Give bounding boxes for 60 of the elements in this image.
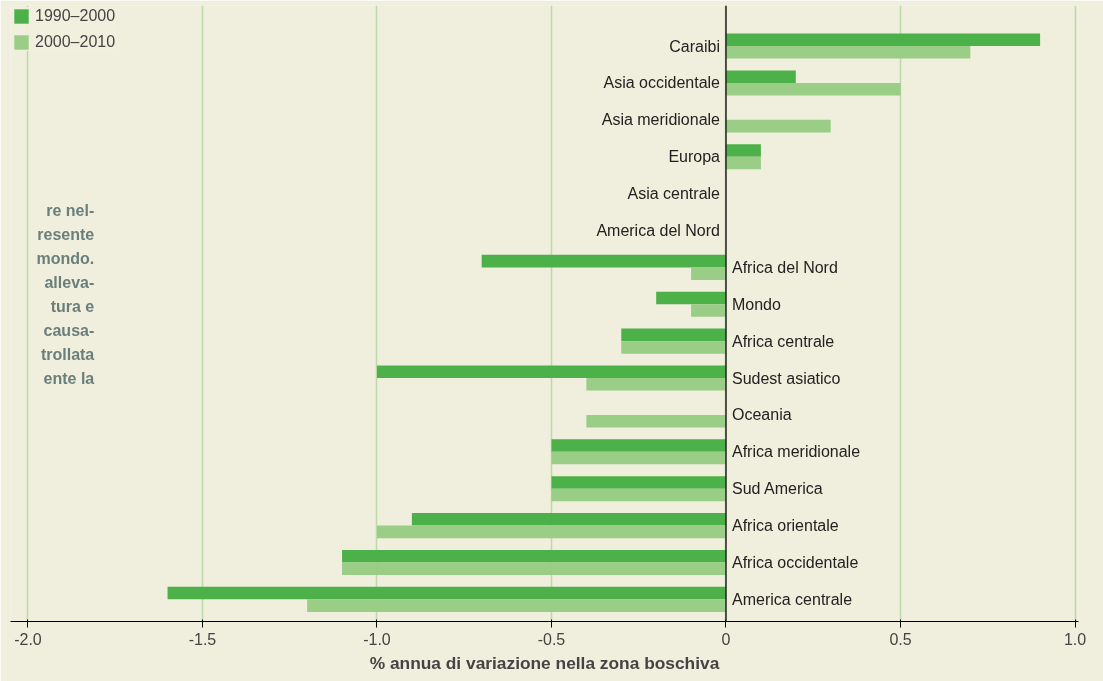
bar: [725, 144, 761, 157]
y-tick-label: Asia occidentale: [603, 74, 721, 92]
bar: [376, 365, 726, 379]
x-tick-label: -0.5: [537, 630, 566, 648]
y-tick-label: Africa meridionale: [731, 443, 861, 461]
y-tick-label: Mondo: [731, 295, 782, 313]
bar: [656, 291, 726, 305]
annotation: mondo.: [36, 249, 95, 267]
y-tick-label: Sud America: [731, 480, 823, 498]
bar: [342, 549, 726, 563]
annotation: resente: [37, 225, 95, 243]
bar: [551, 439, 726, 452]
y-tick-label: Africa occidentale: [731, 553, 859, 571]
x-tick-label: -2.0: [14, 630, 42, 648]
annotation: tura e: [50, 297, 95, 315]
bar: [342, 562, 726, 576]
legend-label: 2000–2010: [35, 33, 116, 51]
bar: [376, 525, 726, 539]
bar: [691, 304, 726, 317]
bar: [586, 414, 726, 428]
y-tick-label: Africa del Nord: [731, 258, 838, 276]
bar: [725, 82, 901, 96]
x-tick-label: 0: [721, 630, 731, 648]
bar: [725, 46, 971, 59]
bar: [551, 488, 726, 502]
bar: [725, 70, 796, 83]
x-axis-title: % annua di variazione nella zona boschiva: [369, 652, 720, 673]
bar: [621, 341, 726, 354]
y-tick-label: Africa orientale: [731, 517, 839, 535]
x-tick-label: 1.0: [1063, 630, 1087, 648]
bar: [551, 451, 726, 465]
y-tick-label: Asia meridionale: [601, 111, 721, 129]
bar: [411, 513, 726, 526]
y-tick-label: Africa centrale: [731, 332, 835, 350]
annotation: trollata: [40, 345, 95, 363]
bar: [551, 476, 726, 489]
y-tick-label: Oceania: [731, 406, 792, 424]
legend-label: 1990–2000: [35, 7, 116, 25]
bar: [307, 599, 726, 612]
y-tick-label: America centrale: [731, 590, 853, 608]
bar: [621, 328, 726, 342]
x-tick-label: -1.0: [363, 630, 391, 648]
x-tick-label: 0.5: [889, 630, 912, 648]
y-tick-label: Asia centrale: [627, 185, 721, 203]
y-tick-label: Europa: [668, 148, 721, 166]
bar: [725, 156, 761, 170]
annotation: causa-: [43, 321, 95, 339]
annotation: ente la: [43, 369, 95, 387]
y-tick-label: Sudest asiatico: [731, 369, 841, 387]
bar: [691, 267, 726, 280]
annotation: re nel-: [46, 201, 95, 219]
bar: [167, 586, 726, 600]
annotation: alleva-: [44, 273, 95, 291]
y-tick-label: Caraibi: [669, 37, 720, 55]
y-tick-label: America del Nord: [596, 222, 720, 240]
bar: [481, 254, 726, 268]
bar: [586, 378, 726, 391]
bar: [725, 119, 831, 133]
x-tick-label: -1.5: [188, 630, 217, 648]
bar: [725, 33, 1041, 47]
